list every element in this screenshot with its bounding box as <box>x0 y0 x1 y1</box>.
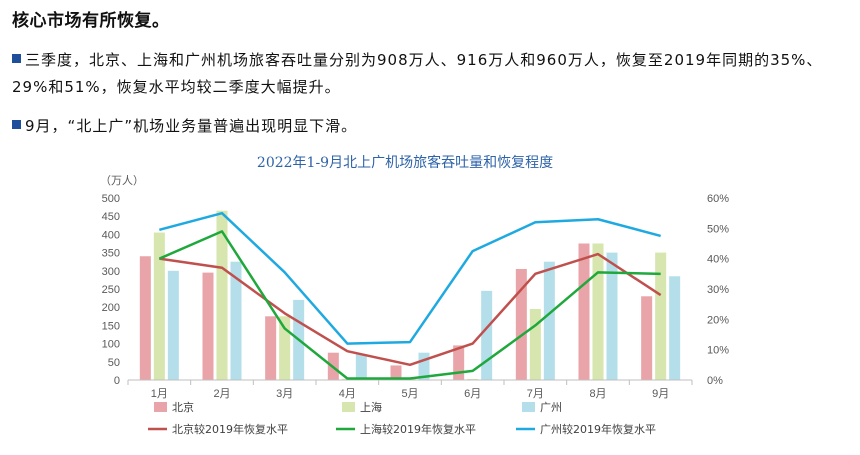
legend-swatch-北京 <box>154 402 167 412</box>
legend-label: 北京较2019年恢复水平 <box>172 422 288 436</box>
bar-上海 <box>467 378 479 380</box>
y2-tick-label: 60% <box>707 193 729 205</box>
line-广州较2019年恢复水平 <box>159 211 661 345</box>
chart-container: 2022年1-9月北上广机场旅客吞吐量和恢复程度 （万人） 0 50 100 150 2… <box>0 145 860 455</box>
plot-area: 0 50 100 150 200 250 300 350 400 450 500 0% 10% 20% 30… <box>102 193 730 436</box>
y-tick-label: 400 <box>102 229 120 241</box>
x-tick-label: 4月 <box>339 388 356 400</box>
bullet-marker-icon <box>12 120 21 129</box>
y-tick-label: 500 <box>102 193 120 205</box>
x-tick-label: 5月 <box>401 388 418 400</box>
bar-上海 <box>216 210 228 380</box>
bar-广州 <box>481 290 493 380</box>
legend-label: 上海较2019年恢复水平 <box>360 422 476 436</box>
x-tick-label: 2月 <box>213 388 230 400</box>
bar-北京 <box>265 316 277 380</box>
y2-tick-label: 50% <box>707 223 729 235</box>
y-tick-label: 200 <box>102 302 120 314</box>
y2-tick-label: 10% <box>707 345 729 357</box>
bullet-item: 三季度，北京、上海和广州机场旅客吞吐量分别为908万人、916万人和960万人，… <box>12 47 852 101</box>
y2-tick-label: 30% <box>707 284 729 296</box>
bar-上海 <box>153 232 165 380</box>
bullet-text: 9月，“北上广”机场业务量普遍出现明显下滑。 <box>25 117 358 135</box>
bar-上海 <box>655 252 667 380</box>
y-tick-label: 450 <box>102 211 120 223</box>
y2-tick-label: 40% <box>707 254 729 266</box>
y-tick-label: 300 <box>102 266 120 278</box>
legend-label: 上海 <box>360 400 382 414</box>
y-tick-label: 0 <box>114 375 120 387</box>
y2-tick-label: 0% <box>707 375 723 387</box>
bar-上海 <box>592 243 604 380</box>
legend-label: 广州 <box>540 401 562 414</box>
y-tick-label: 150 <box>102 320 120 332</box>
passenger-throughput-chart: 2022年1-9月北上广机场旅客吞吐量和恢复程度 （万人） 0 50 100 150 2… <box>100 154 730 436</box>
y-tick-label: 50 <box>108 357 120 369</box>
y-axis-label: （万人） <box>100 174 144 187</box>
chart-title: 2022年1-9月北上广机场旅客吞吐量和恢复程度 <box>257 154 553 171</box>
bullet-marker-icon <box>12 54 21 63</box>
bullet-text: 三季度，北京、上海和广州机场旅客吞吐量分别为908万人、916万人和960万人，… <box>12 51 823 96</box>
bar-北京 <box>202 272 214 380</box>
page-heading: 核心市场有所恢复。 <box>12 11 170 31</box>
bar-北京 <box>515 268 527 380</box>
bar-上海 <box>529 309 541 380</box>
x-tick-label: 7月 <box>527 388 544 400</box>
bar-广州 <box>230 261 242 380</box>
line-北京较2019年恢复水平 <box>159 252 662 367</box>
x-tick-label: 9月 <box>652 388 669 400</box>
bar-北京 <box>578 243 590 380</box>
bar-广州 <box>543 261 555 380</box>
bar-广州 <box>669 276 681 380</box>
legend-swatch-上海 <box>342 402 355 412</box>
y2-tick-label: 20% <box>707 314 729 326</box>
legend-label: 北京 <box>172 400 194 414</box>
y-tick-label: 350 <box>102 248 120 260</box>
legend-swatch-广州 <box>522 402 535 412</box>
bullet-item: 9月，“北上广”机场业务量普遍出现明显下滑。 <box>12 113 852 140</box>
bar-北京 <box>453 345 465 380</box>
bar-北京 <box>139 256 151 380</box>
x-tick-label: 8月 <box>589 388 606 400</box>
line-上海较2019年恢复水平 <box>158 230 661 380</box>
x-tick-label: 3月 <box>276 388 293 400</box>
y-tick-label: 100 <box>102 339 120 351</box>
bar-广州 <box>167 270 179 380</box>
x-tick-label: 1月 <box>151 388 168 400</box>
bar-广州 <box>418 352 430 380</box>
bar-上海 <box>279 316 291 380</box>
y-tick-label: 250 <box>102 284 120 296</box>
bar-广州 <box>355 354 367 380</box>
x-tick-label: 6月 <box>464 388 481 400</box>
bar-广州 <box>606 252 618 380</box>
bar-北京 <box>390 365 402 380</box>
bar-北京 <box>641 296 653 380</box>
legend-label: 广州较2019年恢复水平 <box>540 422 656 436</box>
